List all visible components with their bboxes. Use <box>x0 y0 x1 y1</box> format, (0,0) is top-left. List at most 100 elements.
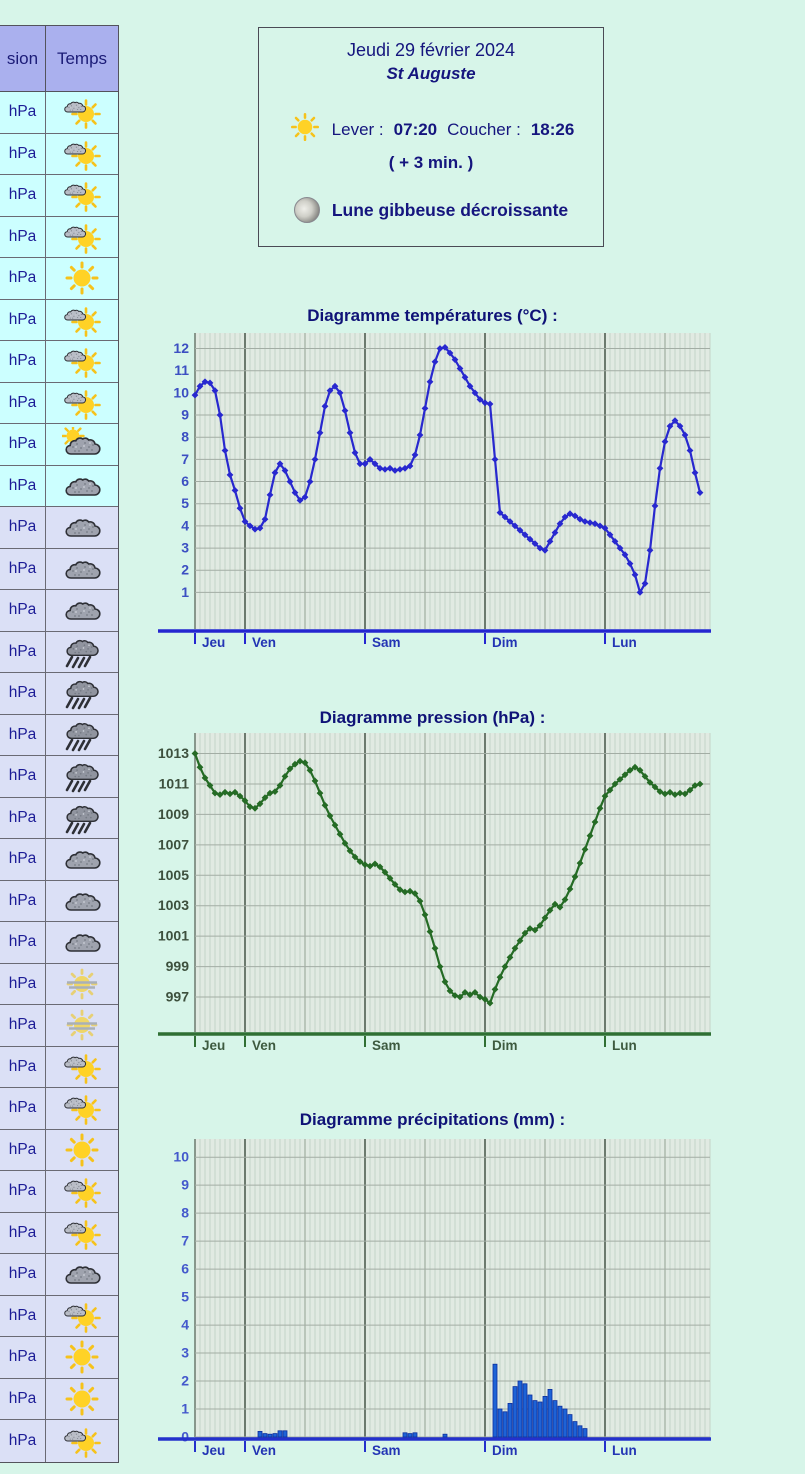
weather-column-header: Temps <box>56 48 108 68</box>
cloud-sun-icon <box>64 182 101 213</box>
pressure-unit-cell: hPa <box>0 797 46 838</box>
pressure-unit-cell: hPa <box>0 1378 46 1419</box>
temperature-chart-title: Diagramme températures (°C) : <box>307 306 558 325</box>
weather-icon-cell <box>46 341 118 382</box>
date-label: Jeudi 29 février 2024 <box>346 40 516 60</box>
svg-text:Jeu: Jeu <box>202 635 225 650</box>
table-row: hPa <box>0 216 118 258</box>
precipitation-chart-svg: 0 1 2 3 4 5 6 7 8 9 10 Jeu Ven Sam Dim Lun <box>158 1139 711 1458</box>
svg-text:9: 9 <box>181 1177 189 1193</box>
svg-text:12: 12 <box>173 340 189 356</box>
svg-text:8: 8 <box>181 429 189 445</box>
svg-text:1013: 1013 <box>158 745 189 761</box>
table-row: hPa <box>0 714 118 756</box>
cloud-sun-icon <box>64 99 101 130</box>
svg-text:2: 2 <box>181 562 189 578</box>
weather-icon-cell <box>46 590 118 631</box>
pressure-chart-svg: 997 999 1001 1003 1005 1007 1009 1011 1013 Jeu Ven… <box>158 733 711 1053</box>
weather-icon-cell <box>46 1254 118 1295</box>
svg-text:7: 7 <box>181 1233 189 1249</box>
table-row: hPa <box>0 465 118 507</box>
pressure-unit-cell: hPa <box>0 382 46 423</box>
cloud-icon <box>65 1266 101 1285</box>
cloud-sun-icon <box>64 1219 101 1250</box>
sun-times-line: Lever : 07:20 Coucher : 18:26 <box>259 110 603 149</box>
saint-label: St Auguste <box>386 64 476 83</box>
weather-icon-cell <box>46 258 118 299</box>
svg-text:Sam: Sam <box>372 635 401 650</box>
weather-icon-cell <box>46 549 118 590</box>
cloud-sun-icon <box>64 1095 101 1126</box>
svg-text:1009: 1009 <box>158 806 189 822</box>
weather-icon-cell <box>46 1047 118 1088</box>
sunrise-label: Lever : <box>331 119 384 139</box>
table-row: hPa <box>0 1420 118 1462</box>
rain-icon <box>65 722 99 752</box>
svg-text:Dim: Dim <box>492 635 518 650</box>
cloud-sun-icon <box>64 306 101 337</box>
weather-table-rows: hPa hPa hPa hPa hPa hPa hPa hPa hPa hPa hPa hPa hPa h… <box>0 92 118 1462</box>
svg-text:1: 1 <box>181 1401 189 1417</box>
moon-phase-line: Lune gibbeuse décroissante <box>259 197 603 223</box>
temperature-chart: 1 2 3 4 5 6 7 8 9 10 11 12 Jeu Ven Sam Dim Lun <box>150 330 715 670</box>
weather-icon-cell <box>46 798 118 839</box>
svg-text:Ven: Ven <box>252 635 276 650</box>
hazy-sun-icon <box>66 1009 98 1041</box>
cloud-icon <box>65 477 101 496</box>
weather-icon-cell <box>46 1379 118 1420</box>
table-row: hPa <box>0 1088 118 1130</box>
cloud-sun-icon <box>64 1053 101 1084</box>
table-row: hPa <box>0 1212 118 1254</box>
day-info-box: Jeudi 29 février 2024 St Auguste Lever :… <box>258 27 604 247</box>
weather-icon-cell <box>46 175 118 216</box>
svg-text:Jeu: Jeu <box>202 1443 225 1458</box>
pressure-unit-cell: hPa <box>0 590 46 631</box>
pressure-unit-cell: hPa <box>0 631 46 672</box>
pressure-unit-cell: hPa <box>0 548 46 589</box>
pressure-unit-cell: hPa <box>0 756 46 797</box>
table-row: hPa <box>0 1046 118 1088</box>
svg-text:Sam: Sam <box>372 1443 401 1458</box>
pressure-unit-cell: hPa <box>0 1337 46 1378</box>
weather-icon-cell <box>46 92 118 133</box>
table-row: hPa <box>0 1005 118 1047</box>
moon-icon <box>293 197 320 223</box>
weather-icon-cell <box>46 964 118 1005</box>
rain-icon <box>65 639 99 669</box>
table-row: hPa <box>0 839 118 881</box>
pressure-unit-cell: hPa <box>0 299 46 340</box>
svg-text:11: 11 <box>174 362 189 378</box>
pressure-chart-title: Diagramme pression (hPa) : <box>319 708 546 727</box>
weather-icon-cell <box>46 424 118 465</box>
table-row: hPa <box>0 507 118 549</box>
svg-text:1011: 1011 <box>159 776 190 792</box>
cloud-icon <box>65 602 101 621</box>
pressure-unit-cell: hPa <box>0 507 46 548</box>
sun-icon <box>288 110 322 149</box>
weather-icon-cell <box>46 466 118 507</box>
cloud-sun-icon <box>64 389 101 420</box>
cloud-sun-icon <box>64 1427 101 1458</box>
cloud-icon <box>65 892 101 911</box>
pressure-unit-cell: hPa <box>0 1171 46 1212</box>
svg-text:Ven: Ven <box>252 1443 276 1458</box>
table-row: hPa <box>0 756 118 798</box>
svg-text:Lun: Lun <box>612 1038 637 1053</box>
weather-icon-cell <box>46 507 118 548</box>
weather-icon-cell <box>46 1213 118 1254</box>
weather-icon-cell <box>46 922 118 963</box>
sunset-label: Coucher : <box>447 119 521 139</box>
sun-icon <box>65 1340 99 1374</box>
cloud-sun-icon <box>64 140 101 171</box>
svg-text:1005: 1005 <box>158 867 189 883</box>
svg-text:999: 999 <box>166 958 190 974</box>
table-row: hPa <box>0 673 118 715</box>
weather-icon-cell <box>46 1337 118 1378</box>
pressure-unit-cell: hPa <box>0 92 46 133</box>
table-row: hPa <box>0 590 118 632</box>
weather-icon-cell <box>46 383 118 424</box>
svg-text:Lun: Lun <box>612 635 637 650</box>
weather-icon-cell <box>46 1420 118 1462</box>
svg-text:1001: 1001 <box>158 928 189 944</box>
